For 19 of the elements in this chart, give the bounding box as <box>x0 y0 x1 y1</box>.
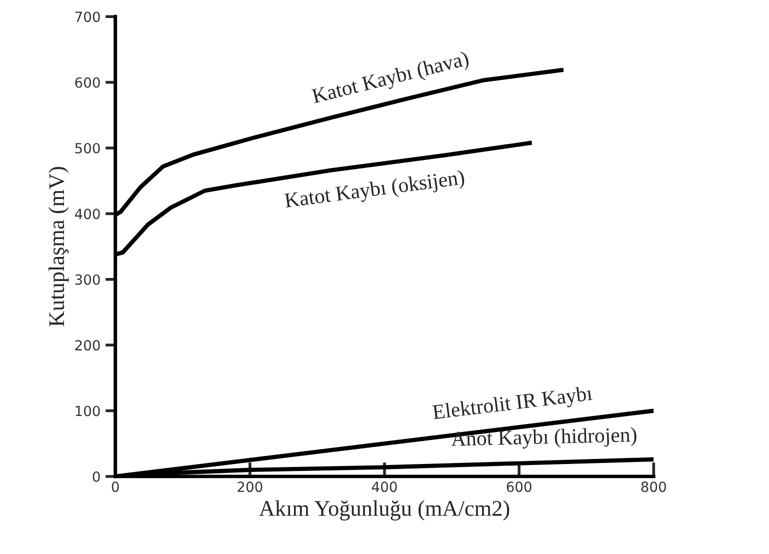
x-tick-label: 800 <box>641 482 666 492</box>
y-tick-label: 600 <box>75 77 100 88</box>
y-tick-label: 0 <box>92 471 100 482</box>
text: Elektrolit IR Kaybı <box>432 385 594 424</box>
y-tick-label: 100 <box>76 406 100 416</box>
series-label: Anot Kaybı (hidrojen) <box>451 427 637 450</box>
y-tick-label: 700 <box>75 12 100 22</box>
y-tick-label: 200 <box>75 340 100 351</box>
y-tick-label: 400 <box>74 208 100 220</box>
y-tick-label: 500 <box>75 142 100 154</box>
x-axis-title: Akım Yoğunluğu (mA/cm2) <box>259 500 510 521</box>
y-tick-label: 300 <box>75 274 100 285</box>
x-tick-label: 600 <box>506 482 532 492</box>
text: Katot Kaybı (hava) <box>311 50 470 108</box>
y-axis-title: Kutuplaşma (mV) <box>48 166 69 326</box>
text: Katot Kaybı (oksijen) <box>284 170 466 212</box>
x-tick-label: 200 <box>238 482 262 492</box>
x-tick-label: 0 <box>112 482 119 492</box>
x-tick-label: 400 <box>372 482 397 492</box>
